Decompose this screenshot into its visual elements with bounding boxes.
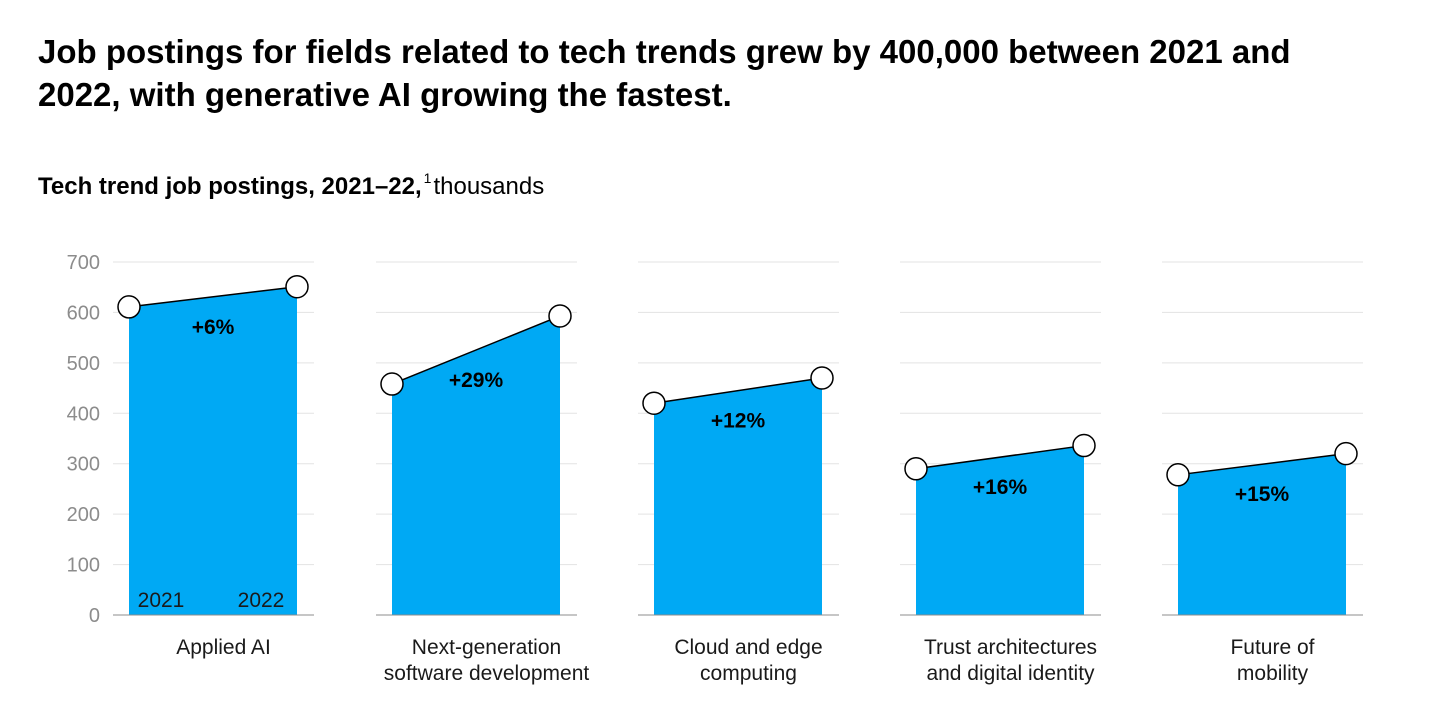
- subtitle-main: Tech trend job postings, 2021–22,: [38, 173, 422, 200]
- y-tick-label: 600: [67, 302, 100, 324]
- chart-title: Job postings for fields related to tech …: [38, 33, 1291, 113]
- footnote-mark: 1: [423, 170, 432, 186]
- change-label: +6%: [192, 316, 235, 339]
- category-label: Future of: [1230, 636, 1314, 659]
- change-label: +15%: [1235, 483, 1290, 506]
- category-label: Applied AI: [176, 636, 271, 659]
- y-tick-label: 0: [89, 605, 100, 627]
- data-point-2021: [1166, 463, 1190, 487]
- y-tick-label: 400: [67, 403, 100, 425]
- data-point-2021: [904, 457, 928, 481]
- category-label: mobility: [1237, 662, 1309, 685]
- trend-line: [1177, 452, 1347, 476]
- y-tick-label: 200: [67, 504, 100, 526]
- category-label: and digital identity: [926, 662, 1095, 685]
- area-fill: [392, 315, 560, 615]
- area-fill: [1178, 453, 1346, 615]
- y-tick-label: 300: [67, 454, 100, 476]
- area-fill: [129, 286, 297, 615]
- change-label: +16%: [973, 476, 1028, 499]
- data-point-2021: [117, 295, 141, 319]
- data-point-2021: [642, 391, 666, 415]
- subtitle-unit: thousands: [433, 173, 545, 200]
- trend-line: [915, 444, 1085, 470]
- x-label-2022: 2022: [238, 589, 285, 612]
- trend-line: [128, 285, 298, 308]
- category-label: software development: [384, 662, 590, 685]
- data-point-2022: [548, 304, 572, 328]
- area-fill: [916, 445, 1084, 615]
- data-point-2022: [1334, 441, 1358, 466]
- data-point-2021: [380, 372, 404, 396]
- chart-subtitle: Tech trend job postings, 2021–22, 1thousa…: [38, 165, 544, 202]
- data-point-2022: [1072, 433, 1096, 458]
- change-label: +29%: [449, 369, 504, 392]
- trend-line: [653, 377, 823, 404]
- category-label: computing: [700, 662, 797, 685]
- y-tick-label: 100: [67, 555, 100, 577]
- data-point-2022: [285, 274, 309, 299]
- category-label: Cloud and edge: [674, 636, 822, 659]
- area-fill: [654, 377, 822, 615]
- y-tick-label: 700: [67, 252, 100, 274]
- data-point-2022: [810, 366, 834, 390]
- x-label-2021: 2021: [138, 589, 185, 612]
- category-label: Trust architectures: [924, 636, 1097, 659]
- y-tick-label: 500: [67, 353, 100, 375]
- trend-line: [391, 315, 561, 385]
- category-label: Next-generation: [412, 636, 561, 659]
- change-label: +12%: [711, 410, 766, 433]
